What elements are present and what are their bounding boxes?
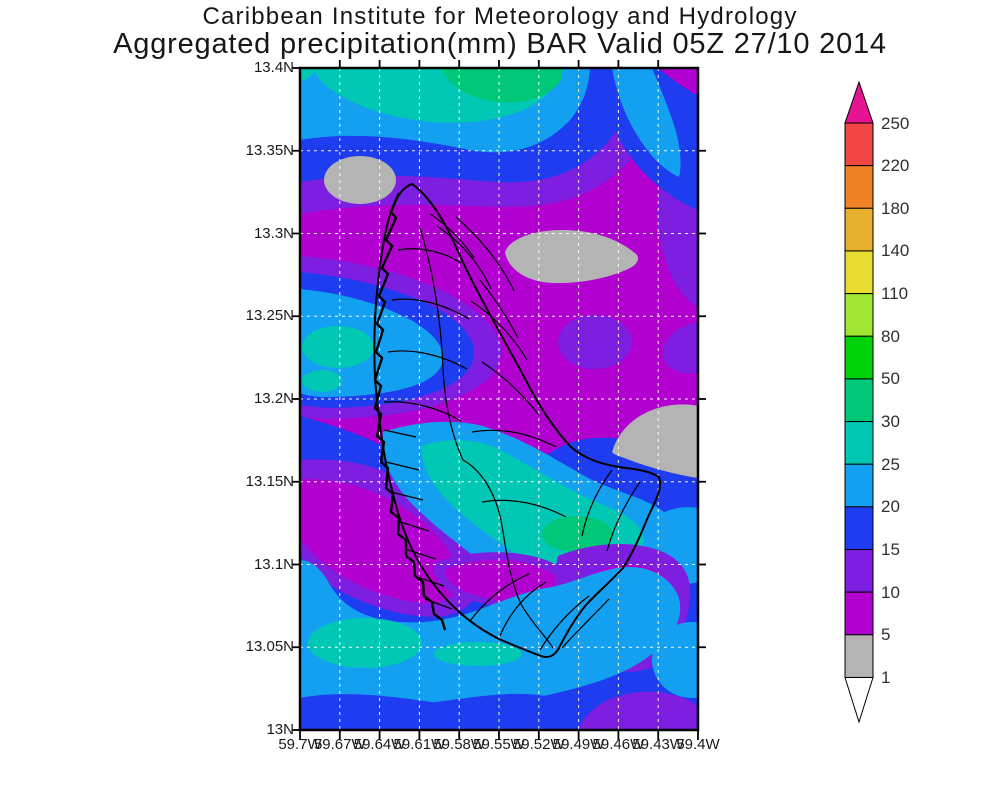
lon-tick-label: 59.52W [512, 736, 565, 753]
colorbar-tick-label: 15 [881, 540, 900, 559]
colorbar-tick-label: 180 [881, 198, 910, 218]
colorbar-tick-label: 5 [881, 625, 891, 645]
precip-field [300, 68, 698, 730]
lon-tick-label: 59.58W [433, 736, 486, 753]
colorbar-segment [844, 250, 874, 295]
lon-tick-label: 59.43W [632, 736, 685, 753]
colorbar-tick-label: 1 [881, 667, 891, 687]
colorbar-segment [844, 421, 874, 465]
colorbar-segment [844, 549, 874, 593]
lon-tick-label: 59.55W [473, 736, 525, 753]
colorbar-tick-label: 80 [881, 326, 900, 346]
page-title: Caribbean Institute for Meteorology and … [202, 3, 798, 30]
colorbar-tick-label: 140 [881, 241, 910, 261]
colorbar-tick-label: 20 [881, 497, 900, 517]
page-subtitle: Aggregated precipitation(mm) BAR Valid 0… [113, 28, 887, 60]
lat-tick-label: 13.1N [253, 555, 294, 573]
lat-tick-label: 13.4N [253, 59, 294, 76]
lon-tick-label: 59.61W [393, 736, 446, 753]
colorbar-segment [844, 335, 874, 380]
axis-ticks [292, 60, 706, 740]
lat-tick-label: 13.2N [253, 390, 294, 407]
colorbar-segment [844, 165, 874, 209]
colorbar-segment [844, 378, 874, 423]
gridlines [300, 68, 698, 730]
colorbar-segment [844, 207, 874, 252]
lon-tick-label: 59.67W [313, 736, 366, 753]
watershed-lines [383, 213, 641, 651]
lon-tick-label: 59.49W [552, 736, 605, 753]
colorbar-up-arrow [844, 80, 874, 124]
colorbar [844, 80, 874, 724]
colorbar-tick-label: 220 [881, 156, 910, 176]
colorbar-segment [844, 122, 874, 167]
colorbar-segment [844, 463, 874, 508]
colorbar-tick-label: 250 [881, 113, 910, 133]
lon-tick-label: 59.64W [353, 736, 406, 753]
colorbar-down-arrow [844, 677, 874, 724]
colorbar-segment [844, 506, 874, 551]
colorbar-tick-label: 30 [881, 412, 900, 432]
lon-tick-label: 59.46W [592, 736, 645, 753]
colorbar-tick-label: 10 [881, 582, 900, 602]
colorbar-tick-label: 50 [881, 369, 900, 389]
lat-tick-label: 13.35N [245, 141, 294, 159]
lon-tick-label: 59.7W [278, 736, 322, 753]
colorbar-segment [844, 591, 874, 636]
lat-tick-label: 13.05N [245, 638, 294, 656]
lat-tick-label: 13N [266, 721, 294, 738]
lon-tick-label: 59.4W [676, 736, 720, 753]
lat-tick-label: 13.3N [253, 224, 294, 242]
lat-tick-label: 13.15N [245, 472, 294, 490]
colorbar-tick-label: 25 [881, 454, 900, 474]
colorbar-segments [844, 122, 874, 678]
colorbar-segment [844, 634, 874, 678]
colorbar-tick-label: 110 [881, 284, 909, 304]
lat-tick-label: 13.25N [245, 307, 294, 325]
dry-gray-patches [324, 156, 698, 478]
colorbar-segment [844, 293, 874, 337]
